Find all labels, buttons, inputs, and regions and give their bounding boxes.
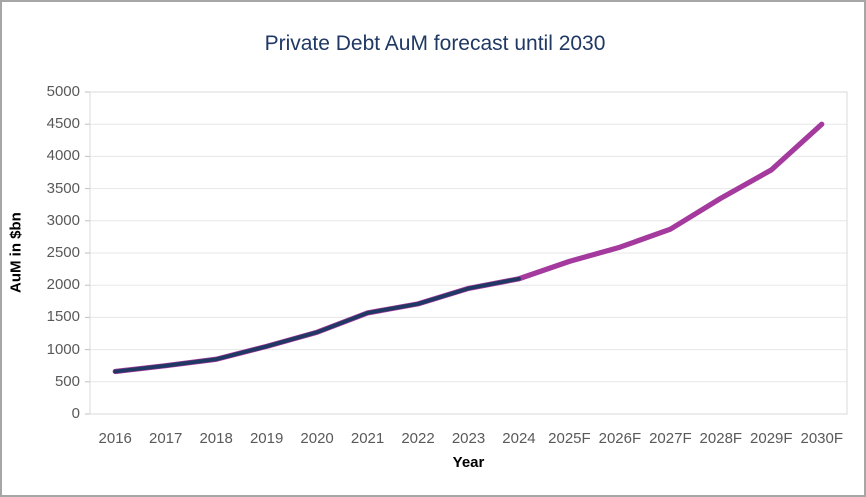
- x-tick-label: 2017: [149, 430, 183, 447]
- x-tick-label: 2020: [300, 430, 334, 447]
- plot-border: [89, 91, 848, 415]
- y-axis-title: AuM in $bn: [7, 212, 25, 294]
- x-tick-label: 2016: [98, 430, 132, 447]
- y-tick-label: 2000: [46, 276, 80, 294]
- x-tick-label: 2024: [502, 430, 536, 447]
- x-axis-title: Year: [452, 454, 485, 471]
- y-tick-label: 1000: [46, 340, 80, 358]
- x-tick-label: 2029F: [750, 430, 793, 447]
- actual-series-line: [113, 276, 521, 374]
- x-tick-label: 2022: [401, 430, 435, 447]
- x-tick-label: 2030F: [800, 430, 844, 447]
- forecast-series-line: [112, 121, 825, 375]
- x-tick-label: 2027F: [649, 430, 692, 447]
- y-tick-label: 0: [71, 405, 80, 422]
- x-tick-label: 2021: [350, 430, 385, 447]
- x-tick-label: 2028F: [699, 430, 743, 447]
- x-tick-label: 2026F: [598, 430, 642, 447]
- y-tick-label: 1500: [46, 308, 80, 326]
- y-tick-label: 4000: [46, 147, 80, 165]
- x-tick-label: 2019: [249, 430, 284, 447]
- y-tick-label: 3000: [46, 211, 80, 229]
- y-tick-label: 3500: [46, 179, 80, 197]
- x-tick-label: 2018: [199, 430, 233, 447]
- chart-title: Private Debt AuM forecast until 2030: [264, 32, 606, 55]
- y-tick-label: 500: [54, 372, 80, 390]
- y-tick-label: 2500: [46, 244, 80, 261]
- y-tick-label: 4500: [46, 115, 80, 133]
- x-tick-label: 2025F: [548, 430, 591, 447]
- x-tick-label: 2023: [451, 430, 486, 447]
- y-tick-label: 5000: [46, 83, 80, 100]
